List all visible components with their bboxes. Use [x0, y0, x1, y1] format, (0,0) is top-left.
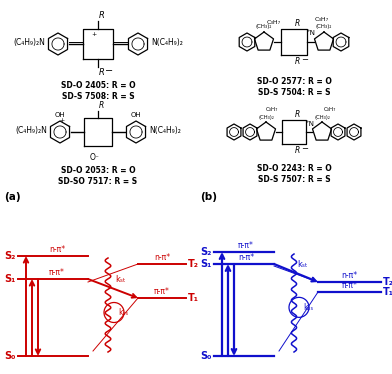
Text: (CH₃)₂: (CH₃)₂ [256, 24, 272, 29]
Text: kₛₛ: kₛₛ [303, 303, 313, 312]
Text: (a): (a) [4, 192, 21, 202]
Text: SD-SO 7517: R = S: SD-SO 7517: R = S [58, 177, 138, 186]
Text: n-π*: n-π* [238, 253, 254, 262]
Text: OH: OH [55, 112, 65, 118]
Text: (CH₃)₂: (CH₃)₂ [258, 115, 274, 120]
Text: (C₄H₉)₂N: (C₄H₉)₂N [15, 126, 47, 135]
Text: −: − [105, 66, 113, 76]
Text: R: R [295, 19, 300, 28]
Text: SD-O 2243: R = O: SD-O 2243: R = O [257, 164, 331, 173]
Text: (CH₃)₂: (CH₃)₂ [314, 115, 330, 120]
Text: ⁺N: ⁺N [307, 30, 316, 36]
Text: π-π*: π-π* [49, 268, 65, 277]
Text: n-π*: n-π* [341, 271, 358, 280]
Text: π-π*: π-π* [238, 241, 254, 250]
Text: S₂: S₂ [5, 251, 16, 261]
Text: kₛₜ: kₛₜ [115, 276, 125, 285]
Text: π-π*: π-π* [341, 281, 358, 290]
Text: R: R [99, 101, 104, 110]
Text: kₛₜ: kₛₜ [297, 260, 307, 269]
Text: C₃H₇: C₃H₇ [267, 20, 281, 25]
Text: N(C₄H₉)₂: N(C₄H₉)₂ [151, 37, 183, 46]
Text: R: R [295, 57, 300, 66]
Text: SD-O 2577: R = O: SD-O 2577: R = O [256, 77, 332, 86]
Text: S₀: S₀ [5, 351, 16, 361]
Text: −: − [301, 55, 308, 64]
Text: ⁺: ⁺ [91, 32, 96, 42]
Text: (b): (b) [200, 192, 217, 202]
Text: π-π*: π-π* [154, 287, 170, 296]
Text: SD-O 2405: R = O: SD-O 2405: R = O [61, 81, 135, 90]
Text: −: − [301, 144, 308, 153]
Text: T₁: T₁ [383, 287, 392, 297]
Text: (C₄H₉)₂N: (C₄H₉)₂N [13, 37, 45, 46]
Text: R: R [99, 68, 105, 77]
Text: R: R [295, 110, 300, 119]
Text: T₁: T₁ [188, 293, 199, 303]
Text: T₂: T₂ [383, 277, 392, 287]
Text: n-π*: n-π* [154, 253, 170, 262]
Text: SD-S 7508: R = S: SD-S 7508: R = S [62, 92, 134, 101]
Text: O⁻: O⁻ [90, 153, 100, 162]
Text: R: R [295, 146, 300, 155]
Text: S₂: S₂ [201, 247, 212, 257]
Text: (CH₃)₂: (CH₃)₂ [316, 24, 332, 29]
Text: S₁: S₁ [201, 259, 212, 269]
Text: SD-S 7507: R = S: SD-S 7507: R = S [258, 175, 330, 184]
Text: N(C₄H₉)₂: N(C₄H₉)₂ [149, 126, 181, 135]
Text: n-π*: n-π* [49, 245, 65, 254]
Text: C₃H₇: C₃H₇ [315, 17, 329, 22]
Text: ⁺N: ⁺N [306, 121, 315, 127]
Text: ⁺: ⁺ [59, 118, 64, 128]
Text: C₃H₇: C₃H₇ [324, 107, 336, 112]
Text: kₛₛ: kₛₛ [118, 308, 128, 317]
Text: S₁: S₁ [5, 274, 16, 284]
Text: SD-O 2053: R = O: SD-O 2053: R = O [61, 166, 135, 175]
Text: C₃H₇: C₃H₇ [266, 107, 278, 112]
Text: T₂: T₂ [188, 259, 199, 269]
Text: OH: OH [131, 112, 141, 118]
Text: SD-S 7504: R = S: SD-S 7504: R = S [258, 88, 330, 97]
Text: S₀: S₀ [201, 351, 212, 361]
Text: R: R [99, 11, 105, 20]
